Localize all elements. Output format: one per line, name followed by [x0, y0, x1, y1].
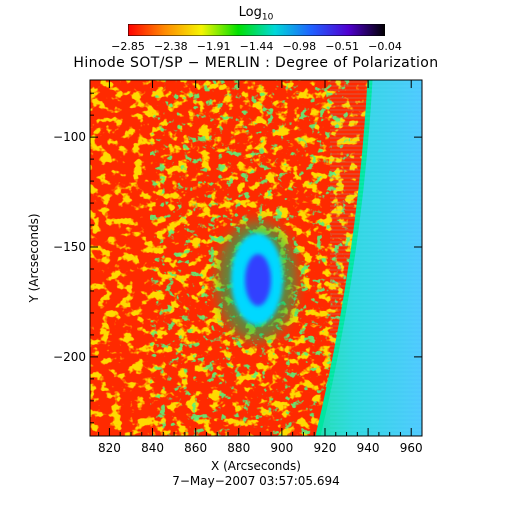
off-limb-region	[318, 80, 422, 436]
colorbar-tick-label: −1.91	[196, 40, 231, 53]
solar-limb	[315, 80, 373, 436]
colorbar-tick-label: −0.51	[325, 40, 360, 53]
colorbar-tick-label: −0.04	[368, 40, 402, 53]
colorbar-label-main: Log	[238, 5, 262, 20]
observation-date: 7−May−2007 03:57:05.694	[172, 474, 340, 488]
colorbar-tick-label: −2.85	[111, 40, 145, 53]
y-axis-ticks: −100 −150 −200	[53, 92, 422, 424]
colorbar-tick-label: −2.38	[153, 40, 188, 53]
colorbar-ticks: −2.85 −2.38 −1.91 −1.44 −0.98 −0.51 −0.04	[100, 40, 412, 54]
plot-frame	[89, 79, 423, 437]
y-axis-label: Y (Arcseconds)	[27, 213, 41, 303]
y-tick-label: −150	[53, 240, 86, 254]
y-tick-label: −200	[53, 350, 86, 364]
x-tick-label: 860	[184, 441, 207, 455]
colorbar-gradient	[128, 24, 385, 36]
x-tick-label: 840	[141, 441, 164, 455]
colorbar	[128, 24, 385, 36]
image-area	[90, 80, 422, 436]
x-tick-label: 960	[400, 441, 423, 455]
x-tick-label: 880	[227, 441, 250, 455]
colorbar-tick-label: −1.44	[239, 40, 274, 53]
sunspot	[217, 221, 297, 341]
y-tick-label: −100	[53, 130, 86, 144]
colorbar-label-sub: 10	[261, 12, 274, 23]
x-axis-label: X (Arcseconds)	[211, 459, 301, 473]
scan-lines	[330, 81, 422, 435]
x-tick-label: 900	[270, 441, 293, 455]
x-tick-label: 820	[98, 441, 121, 455]
x-tick-label: 920	[314, 441, 337, 455]
x-tick-label: 940	[357, 441, 380, 455]
colorbar-label: Log10	[0, 5, 512, 23]
plot-title: Hinode SOT/SP − MERLIN : Degree of Polar…	[73, 55, 439, 71]
x-axis-ticks: 820 840 860 880 900 920 940 960	[98, 80, 423, 455]
colorbar-tick-label: −0.98	[282, 40, 317, 53]
